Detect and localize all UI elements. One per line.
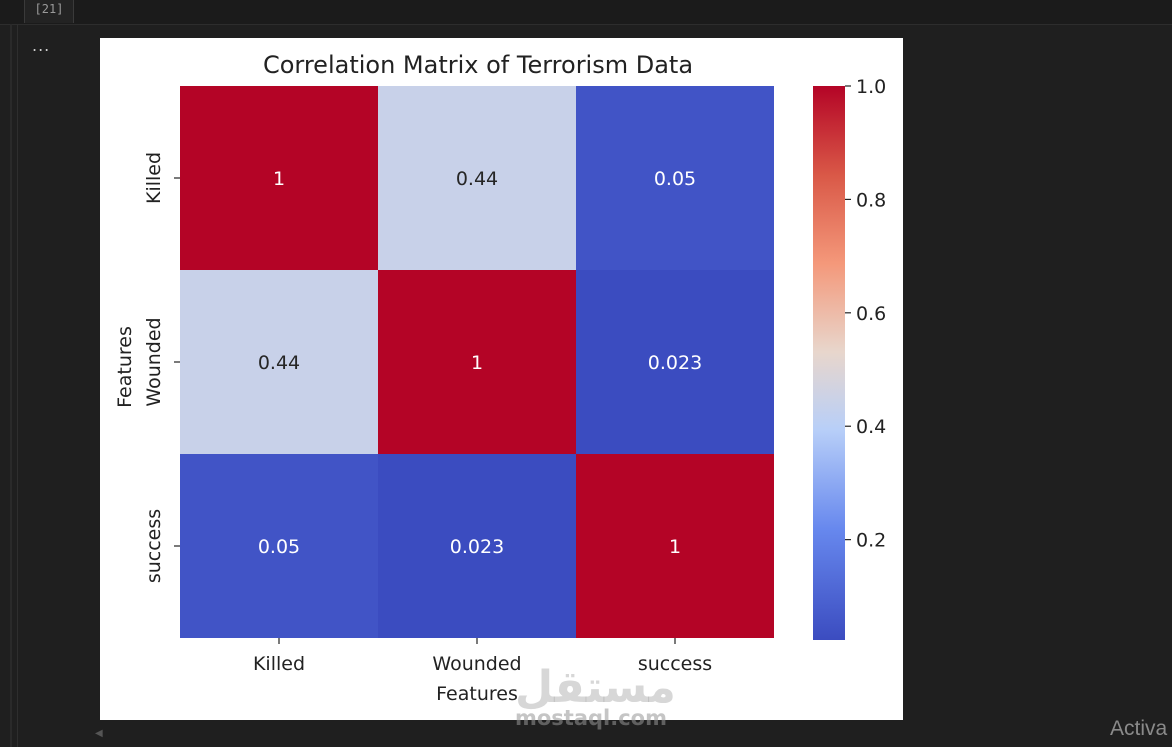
y-axis-label: Features [114,326,136,408]
output-more-actions-button[interactable]: ... [32,36,51,55]
cell-gutter [10,24,12,747]
x-tick-label: Killed [253,653,305,675]
cell-annotation: 1 [471,352,483,374]
heatmap-cell [180,86,378,270]
colorbar-tick-label: 0.6 [856,303,886,325]
heatmap-cell [180,270,378,454]
y-tick-label: Wounded [143,317,165,406]
heatmap-cell [576,454,774,638]
x-axis-label: Features [436,683,518,705]
colorbar [813,86,845,640]
colorbar-tick-label: 0.2 [856,530,886,552]
cell-annotation: 0.023 [450,536,504,558]
chart-title: Correlation Matrix of Terrorism Data [263,51,693,79]
colorbar-tick-label: 1.0 [856,76,886,98]
execution-count: [21] [24,0,74,23]
x-tick-label: Wounded [432,653,521,675]
cell-output-image: Correlation Matrix of Terrorism Data 1 0.… [100,38,903,720]
cell-annotation: 1 [273,168,285,190]
cell-annotation: 0.05 [258,536,300,558]
activate-windows-text: Activa [1110,717,1168,740]
watermark-logo: مستقل [515,662,676,713]
cell-annotation: 0.44 [258,352,300,374]
scroll-left-icon[interactable]: ◀ [95,728,103,739]
cell-annotation: 0.44 [456,168,498,190]
y-tick-label: Killed [143,152,165,204]
colorbar-tick-label: 0.4 [856,416,886,438]
y-tick-label: success [143,509,165,583]
x-tick-label: success [638,653,712,675]
heatmap-cell [180,454,378,638]
colorbar-tick-label: 0.8 [856,189,886,211]
watermark-text: mostaql.com [515,706,667,730]
cell-gutter-divider [17,24,18,747]
cell-annotation: 0.05 [654,168,696,190]
correlation-heatmap: Correlation Matrix of Terrorism Data 1 0.… [114,51,886,705]
heatmap-cell [378,454,576,638]
heatmap-cell [378,86,576,270]
cell-header-bar: [21] [0,0,1172,25]
cell-annotation: 1 [669,536,681,558]
heatmap-cell [576,86,774,270]
heatmap-cell [576,270,774,454]
cell-annotation: 0.023 [648,352,702,374]
heatmap-cell [378,270,576,454]
